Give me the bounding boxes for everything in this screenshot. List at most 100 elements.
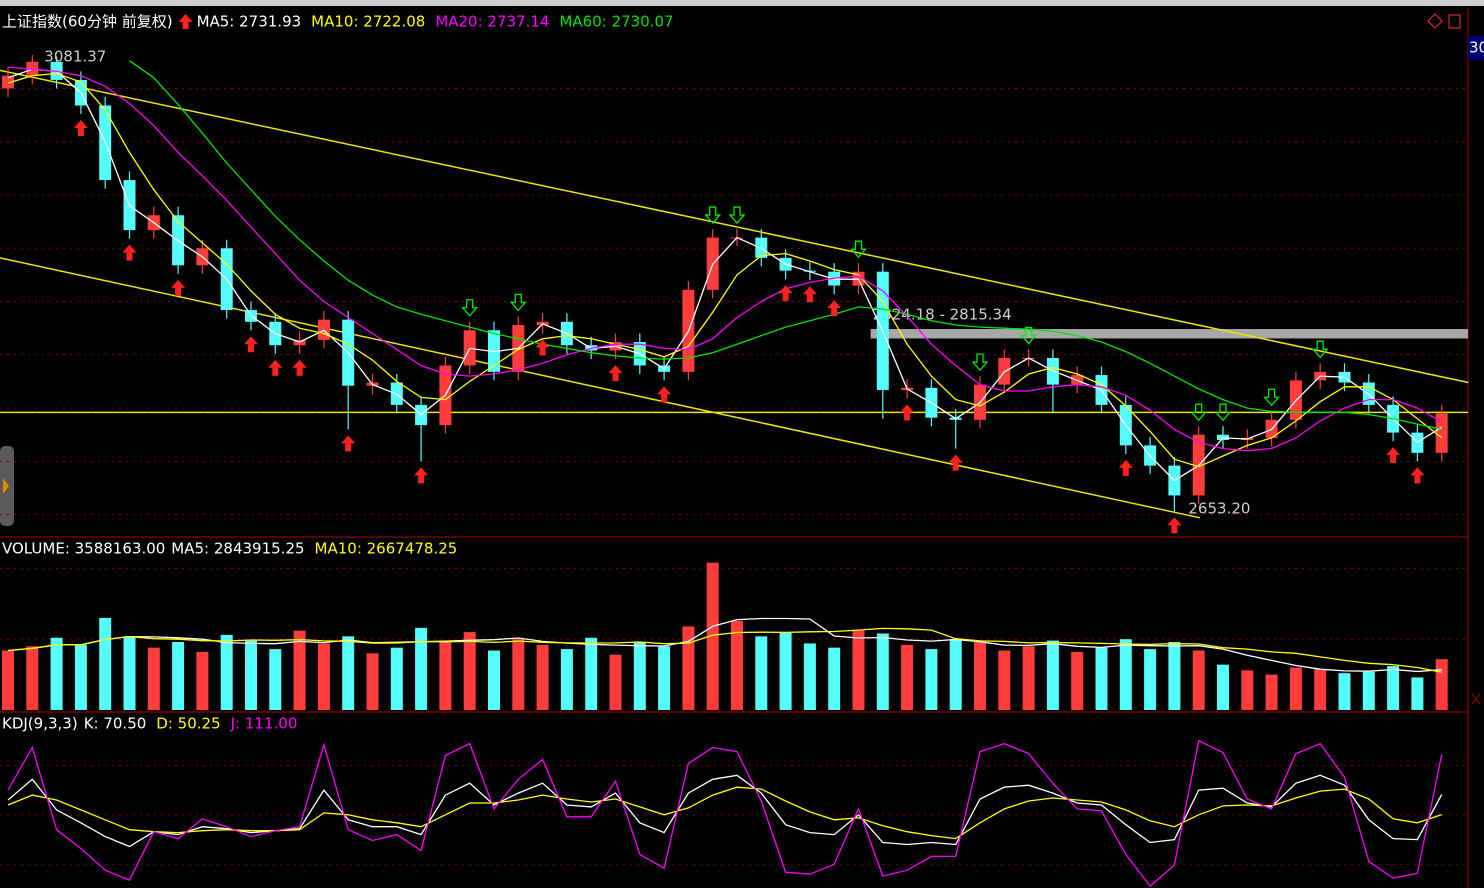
window-icon[interactable]: [1448, 14, 1461, 29]
series-line: [7, 627, 1442, 673]
volume-bar: [196, 651, 209, 710]
series-line: [7, 739, 1443, 887]
price-zone: [870, 329, 1468, 339]
volume-bar: [1192, 650, 1205, 710]
buy-signal: [73, 120, 88, 137]
series-line: [7, 774, 1443, 848]
high-label: 3081.37: [44, 48, 106, 66]
sell-signal: [1311, 340, 1329, 359]
sell-signal: [509, 293, 527, 312]
volume-bar: [1387, 666, 1400, 710]
buy-signal: [948, 454, 963, 471]
series-line: [7, 72, 1443, 468]
buy-signal: [1410, 467, 1425, 484]
buy-signal: [1118, 459, 1133, 476]
volume-bar: [488, 650, 500, 710]
volume-bar: [1314, 668, 1327, 710]
volume-bar: [1046, 640, 1059, 710]
volume-bar: [390, 647, 403, 710]
legend-entry: D: 50.25: [156, 715, 220, 733]
buy-signal: [268, 359, 283, 376]
volume-bar: [1071, 651, 1084, 710]
buy-signal: [827, 300, 842, 317]
header-arrow-icon: [178, 14, 193, 29]
volume-bar: [123, 636, 136, 710]
volume-bar: [74, 644, 87, 710]
low-label: 2653.20: [1188, 500, 1250, 518]
volume-bar: [1435, 659, 1448, 710]
top-strip: [0, 0, 1484, 6]
volume-bar: [755, 636, 768, 710]
buy-signal: [802, 286, 817, 303]
volume-bar: [26, 646, 39, 710]
series-line: [7, 66, 1443, 452]
volume-bar: [342, 636, 355, 710]
volume-bar: [172, 642, 185, 710]
sell-signal: [1214, 403, 1232, 422]
trend-line: [0, 69, 1469, 384]
volume-bar: [1338, 673, 1351, 710]
sell-signal: [461, 299, 479, 317]
volume-bar: [415, 627, 428, 710]
axis-box: [1468, 36, 1484, 60]
series-line: [7, 617, 1442, 673]
volume-bar: [1168, 642, 1181, 710]
volume-bar: [1217, 664, 1229, 710]
volume-bar: [658, 646, 671, 710]
volume-bar: [949, 639, 962, 710]
legend-entry: J: 111.00: [230, 715, 298, 733]
volume-bar: [512, 639, 525, 710]
series-line: [7, 786, 1442, 840]
buy-signal: [1386, 447, 1401, 464]
sell-signal: [1020, 326, 1038, 345]
buy-signal: [778, 285, 793, 302]
volume-bar: [317, 643, 330, 710]
volume-bar: [269, 649, 282, 710]
volume-bar: [876, 633, 889, 710]
volume-bar: [560, 649, 573, 710]
volume-bar: [852, 630, 865, 710]
volume-bar: [828, 647, 841, 710]
volume-bar: [1241, 670, 1254, 710]
volume-bar: [2, 650, 14, 710]
buy-signal: [608, 365, 623, 382]
volume-bar: [1362, 671, 1375, 710]
volume-bar: [901, 644, 914, 710]
series-line: [7, 68, 1443, 482]
buy-signal: [341, 435, 356, 452]
legend-entry: MA5: 2843915.25: [171, 540, 304, 558]
legend-entry: MA10: 2667478.25: [315, 540, 458, 558]
volume-bar: [585, 637, 598, 710]
volume-bar: [731, 620, 743, 710]
buy-signal: [414, 467, 429, 484]
volume-bar: [536, 644, 549, 710]
volume-bar: [50, 637, 63, 710]
candle-body: [1435, 413, 1448, 453]
volume-bar: [1095, 647, 1108, 710]
trend-line: [0, 257, 1201, 519]
volume-bar: [706, 562, 719, 710]
legend-entry: MA20: 2737.14: [435, 13, 549, 31]
volume-bar: [682, 626, 695, 710]
legend-entry: MA5: 2731.93: [197, 13, 302, 31]
buy-signal: [900, 404, 915, 421]
buy-signal: [171, 279, 186, 296]
buy-signal: [535, 339, 550, 356]
buy-signal: [244, 336, 258, 353]
toggle-icon[interactable]: [1427, 13, 1443, 29]
sell-signal: [1190, 403, 1208, 422]
side-tab-arrow: [3, 478, 9, 494]
volume-bar: [1022, 646, 1035, 710]
buy-signal: [1167, 517, 1182, 534]
axis-corner-label: 30: [1469, 39, 1484, 57]
volume-bar: [293, 630, 306, 710]
sell-signal: [850, 240, 867, 259]
close-icon[interactable]: [1471, 693, 1481, 705]
legend-entry: K: 70.50: [84, 715, 147, 733]
panel-title: VOLUME: 3588163.00: [2, 540, 165, 558]
sell-signal: [728, 206, 746, 225]
volume-bar: [974, 642, 986, 710]
volume-bar: [245, 640, 257, 710]
